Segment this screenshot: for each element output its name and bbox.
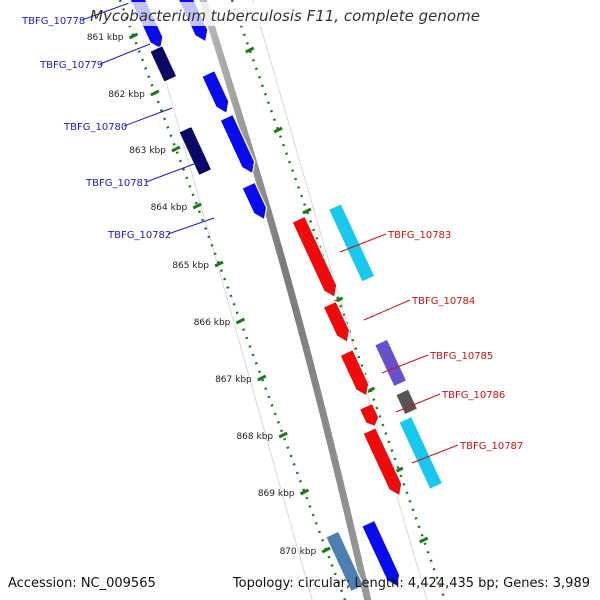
ruler-outer-tick (273, 126, 283, 134)
gene-label-leader (381, 354, 429, 374)
gene-feature-block[interactable] (178, 125, 213, 177)
accession-label: Accession: NC_009565 (8, 576, 156, 591)
ruler-kbp-label: 868 kbp (236, 432, 273, 442)
gene-label-right[interactable]: TBFG_10783 (387, 230, 451, 241)
ruler-major-tick (192, 202, 202, 210)
ruler-kbp-label: 866 kbp (194, 318, 231, 328)
ruler-kbp-label: 863 kbp (129, 146, 166, 156)
ruler-kbp-label: 869 kbp (258, 489, 295, 499)
title-backdrop (128, 2, 472, 26)
map-band (142, 0, 428, 600)
genome-backbone (199, 0, 372, 600)
gene-label-left[interactable]: TBFG_10779 (39, 60, 103, 71)
gene-feature-block[interactable] (373, 338, 408, 388)
gene-label-leader (145, 163, 195, 183)
gene-feature-block[interactable] (219, 113, 256, 175)
gene-label-leader (167, 217, 215, 235)
ruler-major-tick (257, 374, 267, 382)
gene-feature-block[interactable] (322, 300, 351, 344)
gene-label-leader (363, 299, 411, 321)
ruler-major-tick (278, 431, 288, 439)
gene-label-right[interactable]: TBFG_10785 (429, 351, 493, 362)
gene-feature-block[interactable] (394, 388, 419, 416)
gene-feature-block[interactable] (398, 415, 444, 491)
ruler-major-tick (321, 546, 331, 554)
ruler-kbp-label: 865 kbp (172, 261, 209, 271)
gene-label-leader (339, 233, 387, 253)
gene-label-leader (99, 43, 151, 65)
map-title: Mycobacterium tuberculosis F11, complete… (90, 7, 480, 25)
ruler-major-tick (150, 89, 160, 97)
gene-label-right[interactable]: TBFG_10786 (441, 390, 505, 401)
gene-feature-block[interactable] (358, 402, 380, 428)
ruler-major-tick (214, 260, 224, 268)
ruler-major-tick (128, 32, 139, 40)
gene-feature-block[interactable] (291, 215, 338, 299)
gene-feature-block[interactable] (201, 69, 230, 115)
gene-label-left[interactable]: TBFG_10781 (85, 178, 149, 189)
ruler-outer-tick (419, 536, 429, 544)
ruler-kbp-label: 862 kbp (108, 90, 145, 100)
gene-feature-block[interactable] (339, 348, 370, 397)
gene-label-left[interactable]: TBFG_10778 (21, 16, 85, 27)
gene-label-leader (81, 1, 133, 21)
gene-label-left[interactable]: TBFG_10782 (107, 230, 171, 241)
gene-feature-block[interactable] (325, 530, 365, 593)
ruler-kbp-label: 864 kbp (151, 203, 188, 213)
gene-label-leader (123, 107, 173, 127)
gene-label-right[interactable]: TBFG_10787 (459, 441, 523, 452)
ruler-major-tick (235, 317, 246, 325)
gene-feature-block[interactable] (362, 426, 403, 497)
ruler-kbp-label: 870 kbp (280, 547, 317, 557)
gene-feature-block[interactable] (149, 44, 178, 83)
ruler-outer-tick (302, 207, 312, 215)
ruler-major-tick (171, 145, 181, 153)
ruler-kbp-label: 867 kbp (215, 375, 252, 385)
ruler-outer-tick (245, 46, 255, 54)
genome-summary-label: Topology: circular; Length: 4,424,435 bp… (232, 576, 590, 591)
ruler-major-tick (299, 488, 310, 496)
gene-label-leader (411, 444, 459, 464)
gene-feature-block[interactable] (361, 519, 401, 588)
gene-label-leader (395, 393, 441, 413)
gene-label-left[interactable]: TBFG_10780 (63, 122, 127, 133)
gene-feature-block[interactable] (241, 181, 268, 221)
gene-label-right[interactable]: TBFG_10784 (411, 296, 475, 307)
ruler-kbp-label: 861 kbp (87, 33, 124, 43)
gene-feature-block[interactable] (327, 202, 376, 283)
